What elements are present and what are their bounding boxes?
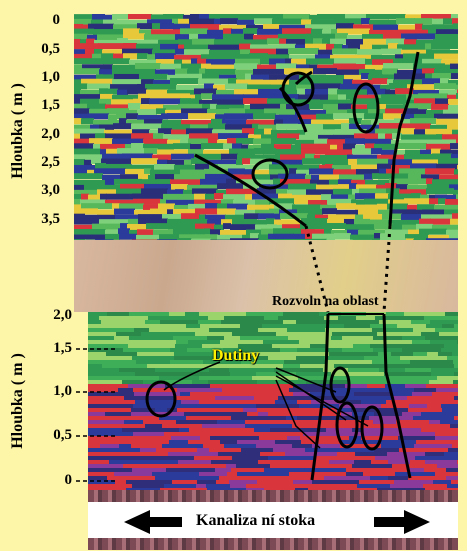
- radargram-bottom: [88, 312, 458, 490]
- pipe-wall-bottom: [88, 538, 458, 550]
- top-tick: 3,0: [41, 182, 60, 198]
- bottom-axis-label: Hloubka ( m ): [9, 353, 26, 449]
- radargram-top: [74, 14, 458, 240]
- top-tick: 0,5: [41, 41, 60, 57]
- cavities-label: Dutiny: [212, 347, 260, 364]
- top-tick: 3,5: [41, 211, 60, 227]
- ground-surface-band: [74, 240, 458, 312]
- bottom-tick: 2,0: [53, 307, 72, 323]
- bottom-tick: 0: [64, 472, 73, 488]
- loosened-zone-label: Rozvoln na oblast: [272, 294, 379, 309]
- radargram-bottom-texture: [88, 312, 458, 490]
- radargram-top-texture: [74, 14, 458, 240]
- bottom-tick: 1,0: [53, 383, 72, 399]
- bottom-tick: 0,5: [53, 427, 72, 443]
- top-tick: 2,0: [41, 126, 60, 142]
- sewer-label: Kanaliza ní stoka: [196, 512, 316, 529]
- top-tick: 1,5: [41, 97, 60, 113]
- bottom-tick: 1,5: [53, 340, 72, 356]
- top-tick: 1,0: [41, 69, 60, 85]
- pipe-wall-top: [88, 490, 458, 502]
- top-tick: 0: [52, 12, 61, 28]
- top-tick: 2,5: [41, 154, 60, 170]
